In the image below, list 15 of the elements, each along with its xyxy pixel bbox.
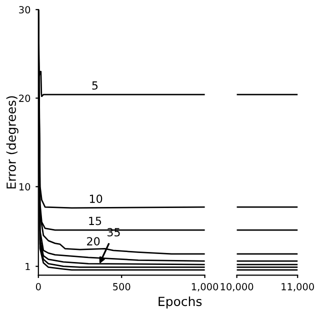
y-tick-label: 20	[19, 94, 30, 102]
x-tick-label: 11,000	[282, 283, 314, 292]
x-axis-title: Epochs	[158, 296, 202, 309]
y-tick-label: 1	[26, 262, 30, 270]
x-tick-label: 0	[36, 283, 41, 290]
x-tick-label: 10,000	[220, 283, 254, 292]
annotation: 10	[90, 194, 102, 203]
y-tick-label: 10	[19, 183, 30, 190]
y-tick-label: 30	[19, 6, 30, 14]
y-axis-title: Error (degrees)	[6, 96, 18, 188]
annotation: 15	[89, 216, 102, 226]
annotation: 5	[92, 81, 98, 90]
annotation: 20	[87, 237, 100, 246]
x-tick-label: 1,000	[192, 283, 218, 292]
x-tick-label: 500	[113, 283, 130, 290]
